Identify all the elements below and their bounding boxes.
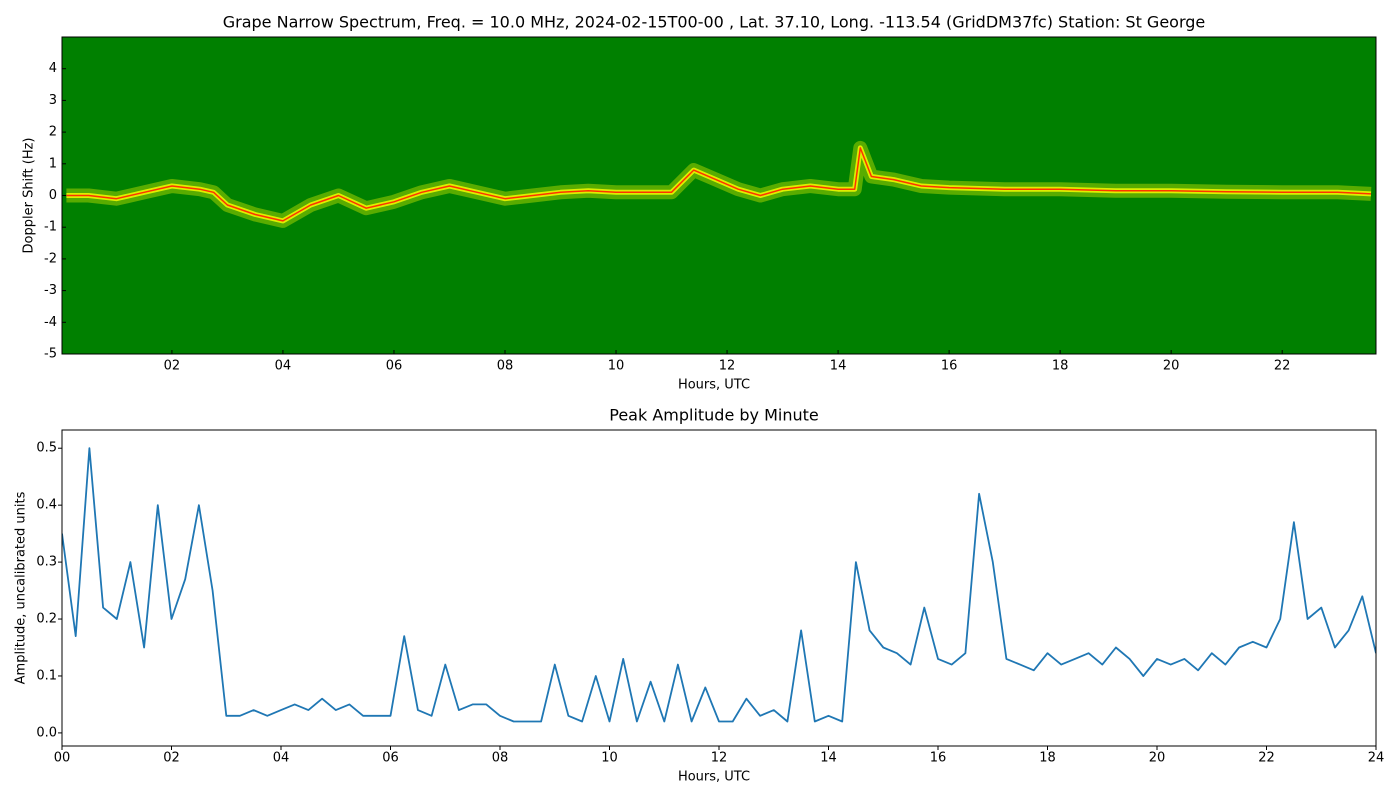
amplitude-line: [62, 447, 1376, 723]
x-tick-label: 20: [1149, 751, 1166, 766]
y-tick-label: 0.0: [36, 725, 57, 740]
x-tick-label: 22: [1258, 751, 1275, 766]
y-tick-label: -3: [44, 283, 57, 298]
x-tick-label: 18: [1052, 359, 1069, 374]
y-tick-label: 0.2: [36, 612, 57, 627]
y-tick-label: 1: [49, 156, 57, 171]
y-tick-label: 2: [49, 125, 57, 140]
y-tick-label: -4: [44, 315, 57, 330]
y-tick-label: -1: [44, 220, 57, 235]
y-tick-label: 3: [49, 93, 57, 108]
plot-frame: [61, 429, 1377, 747]
plot-area: [62, 447, 1376, 723]
x-tick-label: 12: [719, 359, 736, 374]
x-tick-label: 04: [273, 751, 290, 766]
y-tick-label: 0.1: [36, 668, 57, 683]
x-tick-label: 10: [601, 751, 618, 766]
x-tick-label: 14: [830, 359, 847, 374]
x-tick-label: 20: [1163, 359, 1180, 374]
x-tick-label: 12: [711, 751, 728, 766]
y-tick-label: 0.5: [36, 441, 57, 456]
y-tick-label: -5: [44, 347, 57, 362]
y-tick-label: 0: [49, 188, 57, 203]
y-tick-label: 0.4: [36, 498, 57, 513]
y-tick-label: -2: [44, 251, 57, 266]
x-axis-label: Hours, UTC: [678, 770, 750, 785]
x-tick-label: 18: [1039, 751, 1056, 766]
x-tick-label: 02: [164, 359, 181, 374]
x-tick-label: 06: [386, 359, 403, 374]
x-tick-label: 06: [382, 751, 399, 766]
x-tick-label: 10: [608, 359, 625, 374]
x-tick-label: 16: [941, 359, 958, 374]
x-tick-label: 02: [163, 751, 180, 766]
x-axis-label: Hours, UTC: [678, 378, 750, 393]
x-tick-label: 00: [54, 751, 71, 766]
plot-area: [66, 140, 1372, 228]
x-tick-label: 22: [1274, 359, 1291, 374]
y-axis-label: Doppler Shift (Hz): [22, 138, 37, 254]
plot-background: [62, 37, 1376, 354]
x-tick-label: 08: [492, 751, 509, 766]
chart-panel: 02 04 06 08 10 12 14 16 18 20 22-5-4-3-2-101234Gra…: [22, 13, 1377, 393]
x-tick-label: 08: [497, 359, 514, 374]
x-tick-label: 14: [820, 751, 837, 766]
chart-title: Grape Narrow Spectrum, Freq. = 10.0 MHz,…: [223, 13, 1206, 32]
doppler-trace: [66, 147, 1372, 222]
x-tick-label: 16: [930, 751, 947, 766]
chart-panel: 00 02 04 06 08 10 12 14 16 18 20 22 24 0.0 0.1 0.2 0.3 0.…: [14, 406, 1385, 785]
y-axis-label: Amplitude, uncalibrated units: [14, 491, 29, 684]
chart-title: Peak Amplitude by Minute: [609, 406, 819, 425]
y-tick-label: 4: [49, 61, 57, 76]
y-tick-label: 0.3: [36, 555, 57, 570]
x-tick-label: 24: [1368, 751, 1385, 766]
x-tick-label: 04: [275, 359, 292, 374]
